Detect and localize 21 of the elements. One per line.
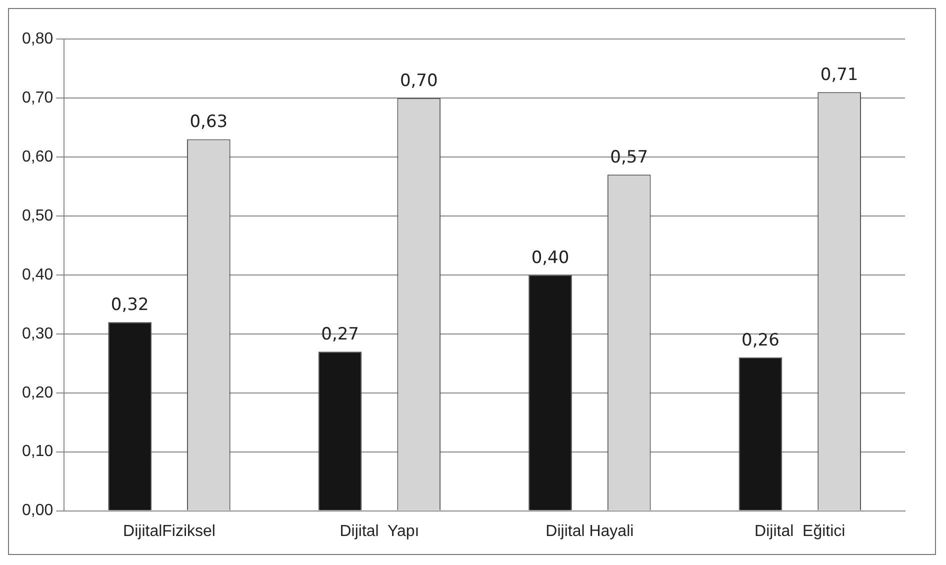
y-tick-label: 0,50 [22, 207, 54, 224]
data-label: 0,32 [110, 295, 149, 315]
data-label: 0,70 [400, 70, 438, 91]
y-tick-label: 0,20 [22, 384, 54, 402]
y-tick-label: 0,80 [22, 30, 54, 48]
data-label: 0,27 [321, 324, 359, 344]
y-tick-label: 0,60 [22, 148, 54, 166]
x-tick-label: Dijital Hayali [546, 522, 634, 540]
y-tick-label: 0,10 [22, 443, 54, 460]
y-tick-label: 0,70 [22, 89, 54, 106]
data-label: 0,57 [610, 148, 648, 168]
x-tick-label: Dijital Yapı [340, 522, 420, 540]
data-label: 0,40 [531, 248, 570, 268]
y-tick-label: 0,40 [22, 266, 54, 284]
y-tick-label: 0,30 [22, 325, 54, 342]
data-label: 0,26 [742, 330, 780, 350]
x-tick-label: Dijital Eğitici [754, 522, 846, 540]
data-label: 0,63 [190, 112, 228, 132]
y-tick-label: 0,00 [22, 502, 54, 520]
data-label: 0,71 [820, 65, 858, 85]
x-tick-label: DijitalFiziksel [123, 522, 216, 540]
